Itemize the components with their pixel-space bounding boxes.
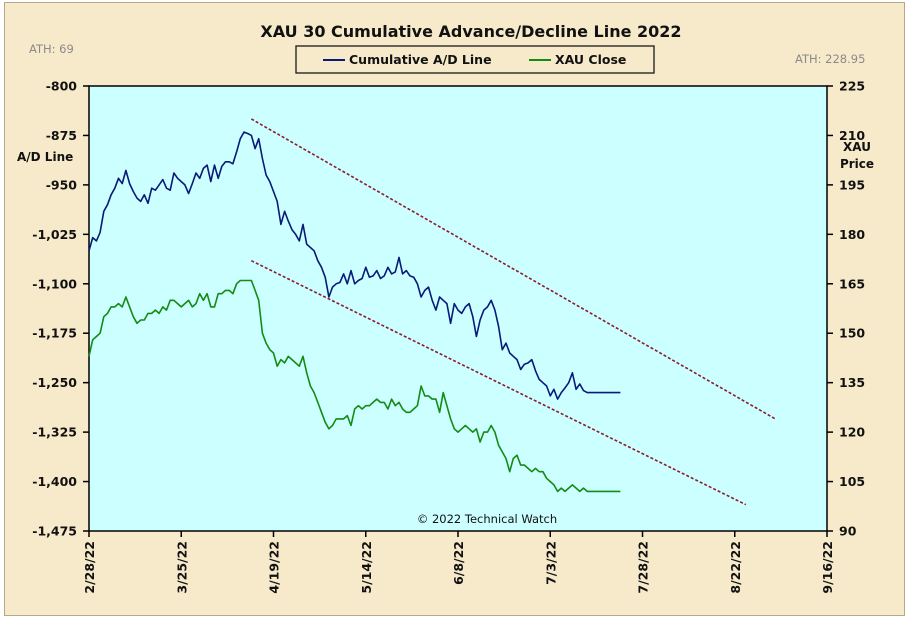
left-tick-label: -1,250 bbox=[32, 375, 77, 390]
trendline bbox=[250, 118, 776, 420]
left-tick-label: -950 bbox=[46, 177, 78, 192]
right-axis-label-line1: XAU bbox=[843, 140, 871, 154]
chart-frame: XAU 30 Cumulative Advance/Decline Line 2… bbox=[4, 2, 905, 616]
left-tick-label: -1,175 bbox=[32, 326, 77, 341]
series-line-ad bbox=[88, 131, 621, 400]
x-tick-label: 5/14/22 bbox=[359, 541, 374, 594]
legend-box bbox=[295, 45, 655, 74]
right-axis: 225 210 195 180 165 150 135 120 105 90 bbox=[827, 79, 865, 539]
right-tick-label: 225 bbox=[839, 79, 865, 94]
ath-right-label: ATH: 228.95 bbox=[795, 52, 865, 66]
right-tick-label: 165 bbox=[839, 276, 865, 291]
left-axis-label: A/D Line bbox=[17, 150, 73, 164]
x-tick-label: 9/16/22 bbox=[820, 541, 835, 594]
left-tick-label: -875 bbox=[46, 128, 77, 143]
x-tick-label: 4/19/22 bbox=[267, 541, 282, 594]
right-tick-label: 120 bbox=[839, 425, 865, 440]
legend-label-xau: XAU Close bbox=[555, 52, 626, 67]
trendline bbox=[251, 259, 747, 506]
x-tick-label: 2/28/22 bbox=[82, 541, 97, 594]
right-tick-label: 195 bbox=[839, 177, 865, 192]
x-axis: 2/28/22 3/25/22 4/19/22 5/14/22 6/8/22 7/3/22… bbox=[82, 531, 835, 594]
x-tick-label: 7/3/22 bbox=[543, 541, 558, 585]
series-line-xau bbox=[88, 279, 621, 493]
x-tick-label: 8/22/22 bbox=[728, 541, 743, 594]
legend-label-ad: Cumulative A/D Line bbox=[349, 52, 492, 67]
chart: XAU 30 Cumulative Advance/Decline Line 2… bbox=[17, 22, 874, 594]
left-tick-label: -1,100 bbox=[32, 276, 77, 291]
x-tick-label: 6/8/22 bbox=[451, 541, 466, 585]
right-tick-label: 180 bbox=[839, 227, 865, 242]
right-tick-label: 90 bbox=[839, 524, 857, 539]
right-axis-label-line2: Price bbox=[840, 157, 874, 171]
right-tick-label: 150 bbox=[839, 326, 865, 341]
right-tick-label: 105 bbox=[839, 474, 865, 489]
left-tick-label: -1,325 bbox=[32, 425, 77, 440]
x-tick-label: 7/28/22 bbox=[636, 541, 651, 594]
left-axis: -800 -875 -950 -1,025 -1,100 -1,175 -1,250 -1,3… bbox=[32, 79, 89, 539]
series bbox=[88, 131, 621, 493]
left-tick-label: -1,475 bbox=[32, 524, 77, 539]
right-tick-label: 210 bbox=[839, 128, 865, 143]
left-tick-label: -1,025 bbox=[32, 227, 77, 242]
x-tick-label: 3/25/22 bbox=[174, 541, 189, 594]
chart-title: XAU 30 Cumulative Advance/Decline Line 2… bbox=[260, 22, 681, 41]
legend: Cumulative A/D Line XAU Close bbox=[295, 45, 655, 74]
ath-left-label: ATH: 69 bbox=[29, 42, 74, 56]
trendlines bbox=[250, 118, 776, 506]
right-tick-label: 135 bbox=[839, 375, 865, 390]
copyright-text: © 2022 Technical Watch bbox=[417, 512, 557, 526]
left-tick-label: -800 bbox=[46, 79, 78, 94]
left-tick-label: -1,400 bbox=[32, 474, 77, 489]
